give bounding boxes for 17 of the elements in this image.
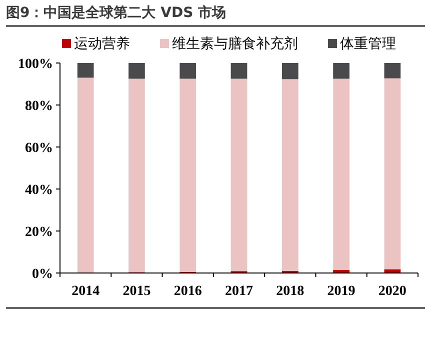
y-tick-label: 0% — [32, 267, 53, 282]
x-tick-label: 2018 — [276, 284, 304, 299]
y-tick-label: 40% — [25, 183, 53, 198]
y-tick-label: 60% — [25, 141, 53, 156]
x-tick-label: 2020 — [378, 284, 406, 299]
y-tick-label: 20% — [25, 225, 53, 240]
x-tick-label: 2016 — [174, 284, 202, 299]
y-tick-label: 80% — [25, 99, 53, 114]
x-tick-label: 2017 — [225, 284, 253, 299]
x-tick-label: 2015 — [122, 284, 151, 299]
x-tick-label: 2014 — [72, 284, 100, 299]
y-tick-label: 100% — [18, 57, 53, 72]
legend-label: 运动营养 — [74, 36, 130, 52]
chart-title: 图9：中国是全球第二大 VDS 市场 — [6, 4, 425, 27]
legend-label: 维生素与膳食补充剂 — [172, 36, 298, 52]
legend-label: 体重管理 — [340, 36, 396, 52]
x-tick-label: 2019 — [327, 284, 356, 299]
